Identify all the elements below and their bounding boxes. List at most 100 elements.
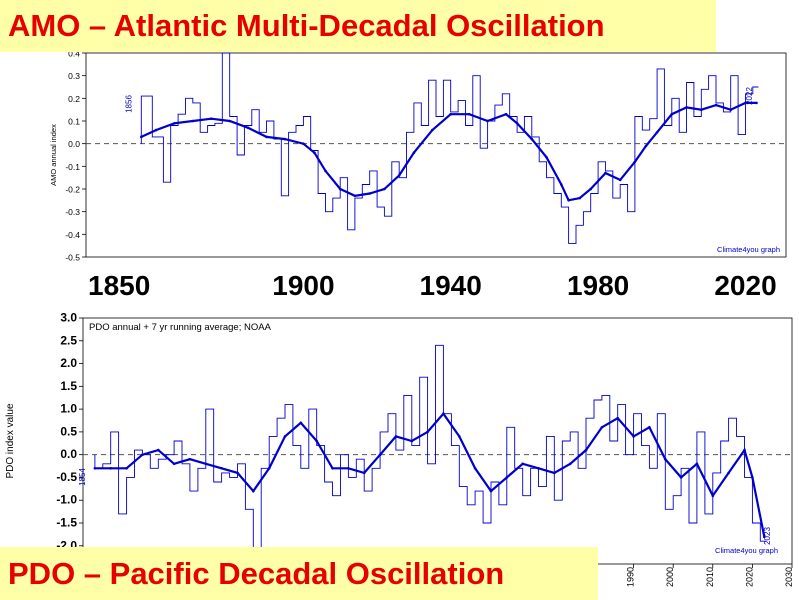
- y-tick-label: 0.4: [68, 49, 80, 59]
- running-average-point: [236, 471, 239, 475]
- running-average-point: [489, 489, 493, 493]
- running-average-point: [633, 160, 637, 164]
- running-average-point: [700, 108, 703, 111]
- y-tick-label: 1.5: [60, 379, 77, 393]
- y-tick-label: 0.0: [60, 447, 77, 461]
- decade-label: 1850: [88, 270, 151, 301]
- running-average-point: [383, 187, 386, 191]
- running-average-point: [246, 126, 250, 130]
- decade-label: 2020: [714, 270, 777, 301]
- y-tick-label: 3.0: [60, 311, 77, 325]
- running-average-point: [394, 435, 398, 438]
- running-average-point: [172, 462, 176, 466]
- running-average-point: [743, 448, 746, 452]
- running-average-series: [94, 411, 766, 537]
- end-year-label: 2023: [763, 527, 772, 545]
- y-tick-label: -0.2: [65, 185, 80, 195]
- running-average-point: [283, 137, 287, 141]
- running-average-point: [578, 196, 581, 200]
- running-average-point: [210, 117, 213, 120]
- running-average-point: [648, 426, 651, 429]
- running-average-point: [664, 457, 667, 461]
- running-average-point: [458, 435, 461, 438]
- running-average-point: [537, 467, 540, 470]
- running-average-point: [397, 174, 401, 177]
- y-tick-label: 0.2: [68, 94, 80, 104]
- credit-label: Climate4you graph: [717, 245, 780, 254]
- running-average-point: [729, 108, 732, 111]
- pdo-title-banner: PDO – Pacific Decadal Oscillation: [0, 547, 598, 600]
- amo-decade-axis: 1850 1900 1940 1980 2020: [0, 270, 799, 310]
- running-average-point: [228, 119, 231, 123]
- running-average-point: [467, 112, 471, 116]
- y-tick-label: 0.1: [68, 117, 80, 127]
- y-tick-label: 2.0: [60, 356, 77, 370]
- y-tick-label: 1.0: [60, 402, 77, 416]
- y-tick-label: 0.3: [68, 71, 80, 81]
- running-average-point: [486, 119, 489, 123]
- x-tick-label: 2030: [784, 567, 794, 587]
- y-tick-label: -0.5: [65, 253, 80, 263]
- running-average-point: [173, 122, 176, 125]
- running-average-point: [191, 119, 195, 123]
- running-average-point: [368, 192, 372, 195]
- running-average-point: [504, 112, 508, 116]
- y-tick-label: -1.5: [56, 516, 77, 530]
- running-average-point: [154, 128, 158, 132]
- running-average-point: [331, 467, 334, 470]
- running-average-point: [618, 178, 622, 182]
- running-average-point: [265, 135, 268, 139]
- decade-label: 1980: [566, 270, 630, 301]
- running-average-point: [220, 467, 223, 470]
- x-tick-label: 1990: [626, 567, 636, 587]
- amo-title-banner: AMO – Atlantic Multi-Decadal Oscillation: [0, 0, 716, 52]
- running-average-point: [545, 156, 548, 159]
- running-average-point: [553, 471, 556, 475]
- y-tick-label: -0.3: [65, 207, 80, 217]
- running-average-point: [505, 476, 509, 479]
- credit-label: Climate4you graph: [715, 546, 778, 555]
- running-average-point: [140, 135, 143, 139]
- running-average-point: [560, 183, 563, 186]
- running-average-point: [644, 144, 648, 148]
- running-average-point: [521, 462, 524, 466]
- y-tick-label: -0.5: [56, 470, 77, 484]
- running-average-point: [109, 467, 112, 470]
- running-average-point: [744, 101, 747, 105]
- running-average-point: [670, 112, 674, 116]
- running-average-point: [568, 462, 572, 466]
- running-average-point: [313, 151, 316, 154]
- start-year-label: 1854: [78, 468, 87, 486]
- running-average-point: [695, 462, 699, 466]
- running-average-point: [410, 439, 414, 443]
- running-average-point: [442, 412, 445, 416]
- running-average-point: [589, 187, 592, 191]
- running-average-point: [283, 435, 287, 438]
- decade-label: 1900: [272, 270, 335, 301]
- running-average-point: [449, 112, 453, 116]
- y-tick-label: -0.4: [65, 230, 80, 240]
- running-average-point: [751, 476, 754, 479]
- chart-caption: PDO annual + 7 yr running average; NOAA: [89, 322, 272, 333]
- x-tick-label: 2020: [744, 567, 754, 587]
- y-tick-label: 0.5: [60, 424, 77, 438]
- annual-index-series: [94, 344, 767, 556]
- running-average-point: [600, 426, 604, 429]
- running-average-point: [515, 122, 519, 125]
- y-tick-label: 0.0: [68, 139, 80, 149]
- running-average-point: [267, 467, 271, 470]
- running-average-point: [755, 101, 758, 105]
- running-average-point: [679, 476, 683, 479]
- running-average-point: [302, 142, 305, 145]
- running-average-point: [157, 448, 160, 452]
- running-average-point: [426, 430, 429, 434]
- running-average-point: [763, 535, 766, 538]
- running-average-point: [353, 194, 357, 198]
- running-average-point: [252, 489, 255, 493]
- running-average-point: [431, 128, 434, 132]
- running-average-point: [188, 457, 192, 461]
- running-average-point: [604, 171, 607, 175]
- running-average-point: [616, 416, 619, 420]
- running-average-point: [632, 435, 635, 438]
